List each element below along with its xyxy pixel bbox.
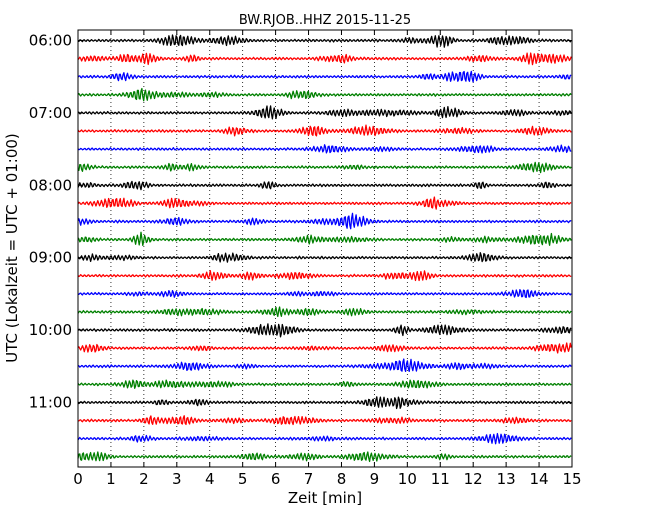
- y-tick-label: 10:00: [29, 321, 72, 339]
- trace-line: [77, 451, 572, 463]
- trace-line: [77, 270, 572, 282]
- trace-line: [77, 52, 572, 66]
- trace-line: [77, 105, 572, 120]
- x-tick-label: 10: [398, 470, 417, 488]
- x-tick-label: 11: [431, 470, 450, 488]
- trace-line: [77, 34, 572, 48]
- trace-line: [77, 323, 572, 338]
- x-axis-label: Zeit [min]: [288, 489, 362, 507]
- x-tick-label: 0: [73, 470, 83, 488]
- trace-line: [77, 252, 572, 263]
- x-tick-label: 6: [271, 470, 281, 488]
- x-tick-label: 15: [562, 470, 581, 488]
- x-tick-label: 7: [304, 470, 314, 488]
- x-tick-label: 5: [238, 470, 248, 488]
- x-tick-label: 9: [370, 470, 380, 488]
- traces: [77, 34, 572, 463]
- trace-line: [77, 415, 572, 426]
- trace-line: [77, 379, 572, 389]
- chart-title: BW.RJOB..HHZ 2015-11-25: [239, 13, 411, 28]
- plot-frame: [77, 29, 573, 468]
- trace-line: [77, 306, 572, 318]
- trace-line: [77, 396, 572, 410]
- trace-line: [77, 87, 572, 102]
- trace-line: [77, 342, 572, 354]
- x-tick-label: 1: [106, 470, 116, 488]
- y-axis-ticks: 06:00 07:00 08:00 09:00 10:00 11:00: [29, 32, 572, 411]
- y-tick-label: 08:00: [29, 176, 72, 194]
- x-tick-label: 4: [205, 470, 215, 488]
- x-tick-label: 3: [172, 470, 182, 488]
- trace-line: [77, 358, 572, 373]
- x-tick-label: 8: [337, 470, 347, 488]
- trace-line: [77, 144, 572, 154]
- trace-line: [77, 196, 572, 210]
- x-axis-ticks: 0 1 2 3 4 5 6 7 8 9 10 11 12 13 14 15: [73, 30, 582, 488]
- trace-line: [77, 212, 572, 230]
- y-tick-label: 11:00: [29, 393, 72, 411]
- y-tick-label: 07:00: [29, 104, 72, 122]
- trace-line: [77, 124, 572, 137]
- trace-line: [77, 180, 572, 191]
- x-tick-label: 14: [530, 470, 549, 488]
- y-tick-label: 09:00: [29, 249, 72, 267]
- trace-line: [77, 161, 572, 174]
- trace-line: [77, 289, 572, 299]
- trace-line: [77, 70, 572, 83]
- trace-line: [77, 231, 572, 247]
- x-tick-label: 12: [464, 470, 483, 488]
- y-tick-label: 06:00: [29, 32, 72, 50]
- trace-line: [77, 432, 572, 445]
- x-tick-label: 13: [497, 470, 516, 488]
- x-tick-label: 2: [139, 470, 149, 488]
- y-axis-label: UTC (Lokalzeit = UTC + 01:00): [3, 133, 21, 363]
- grid: [110, 30, 540, 467]
